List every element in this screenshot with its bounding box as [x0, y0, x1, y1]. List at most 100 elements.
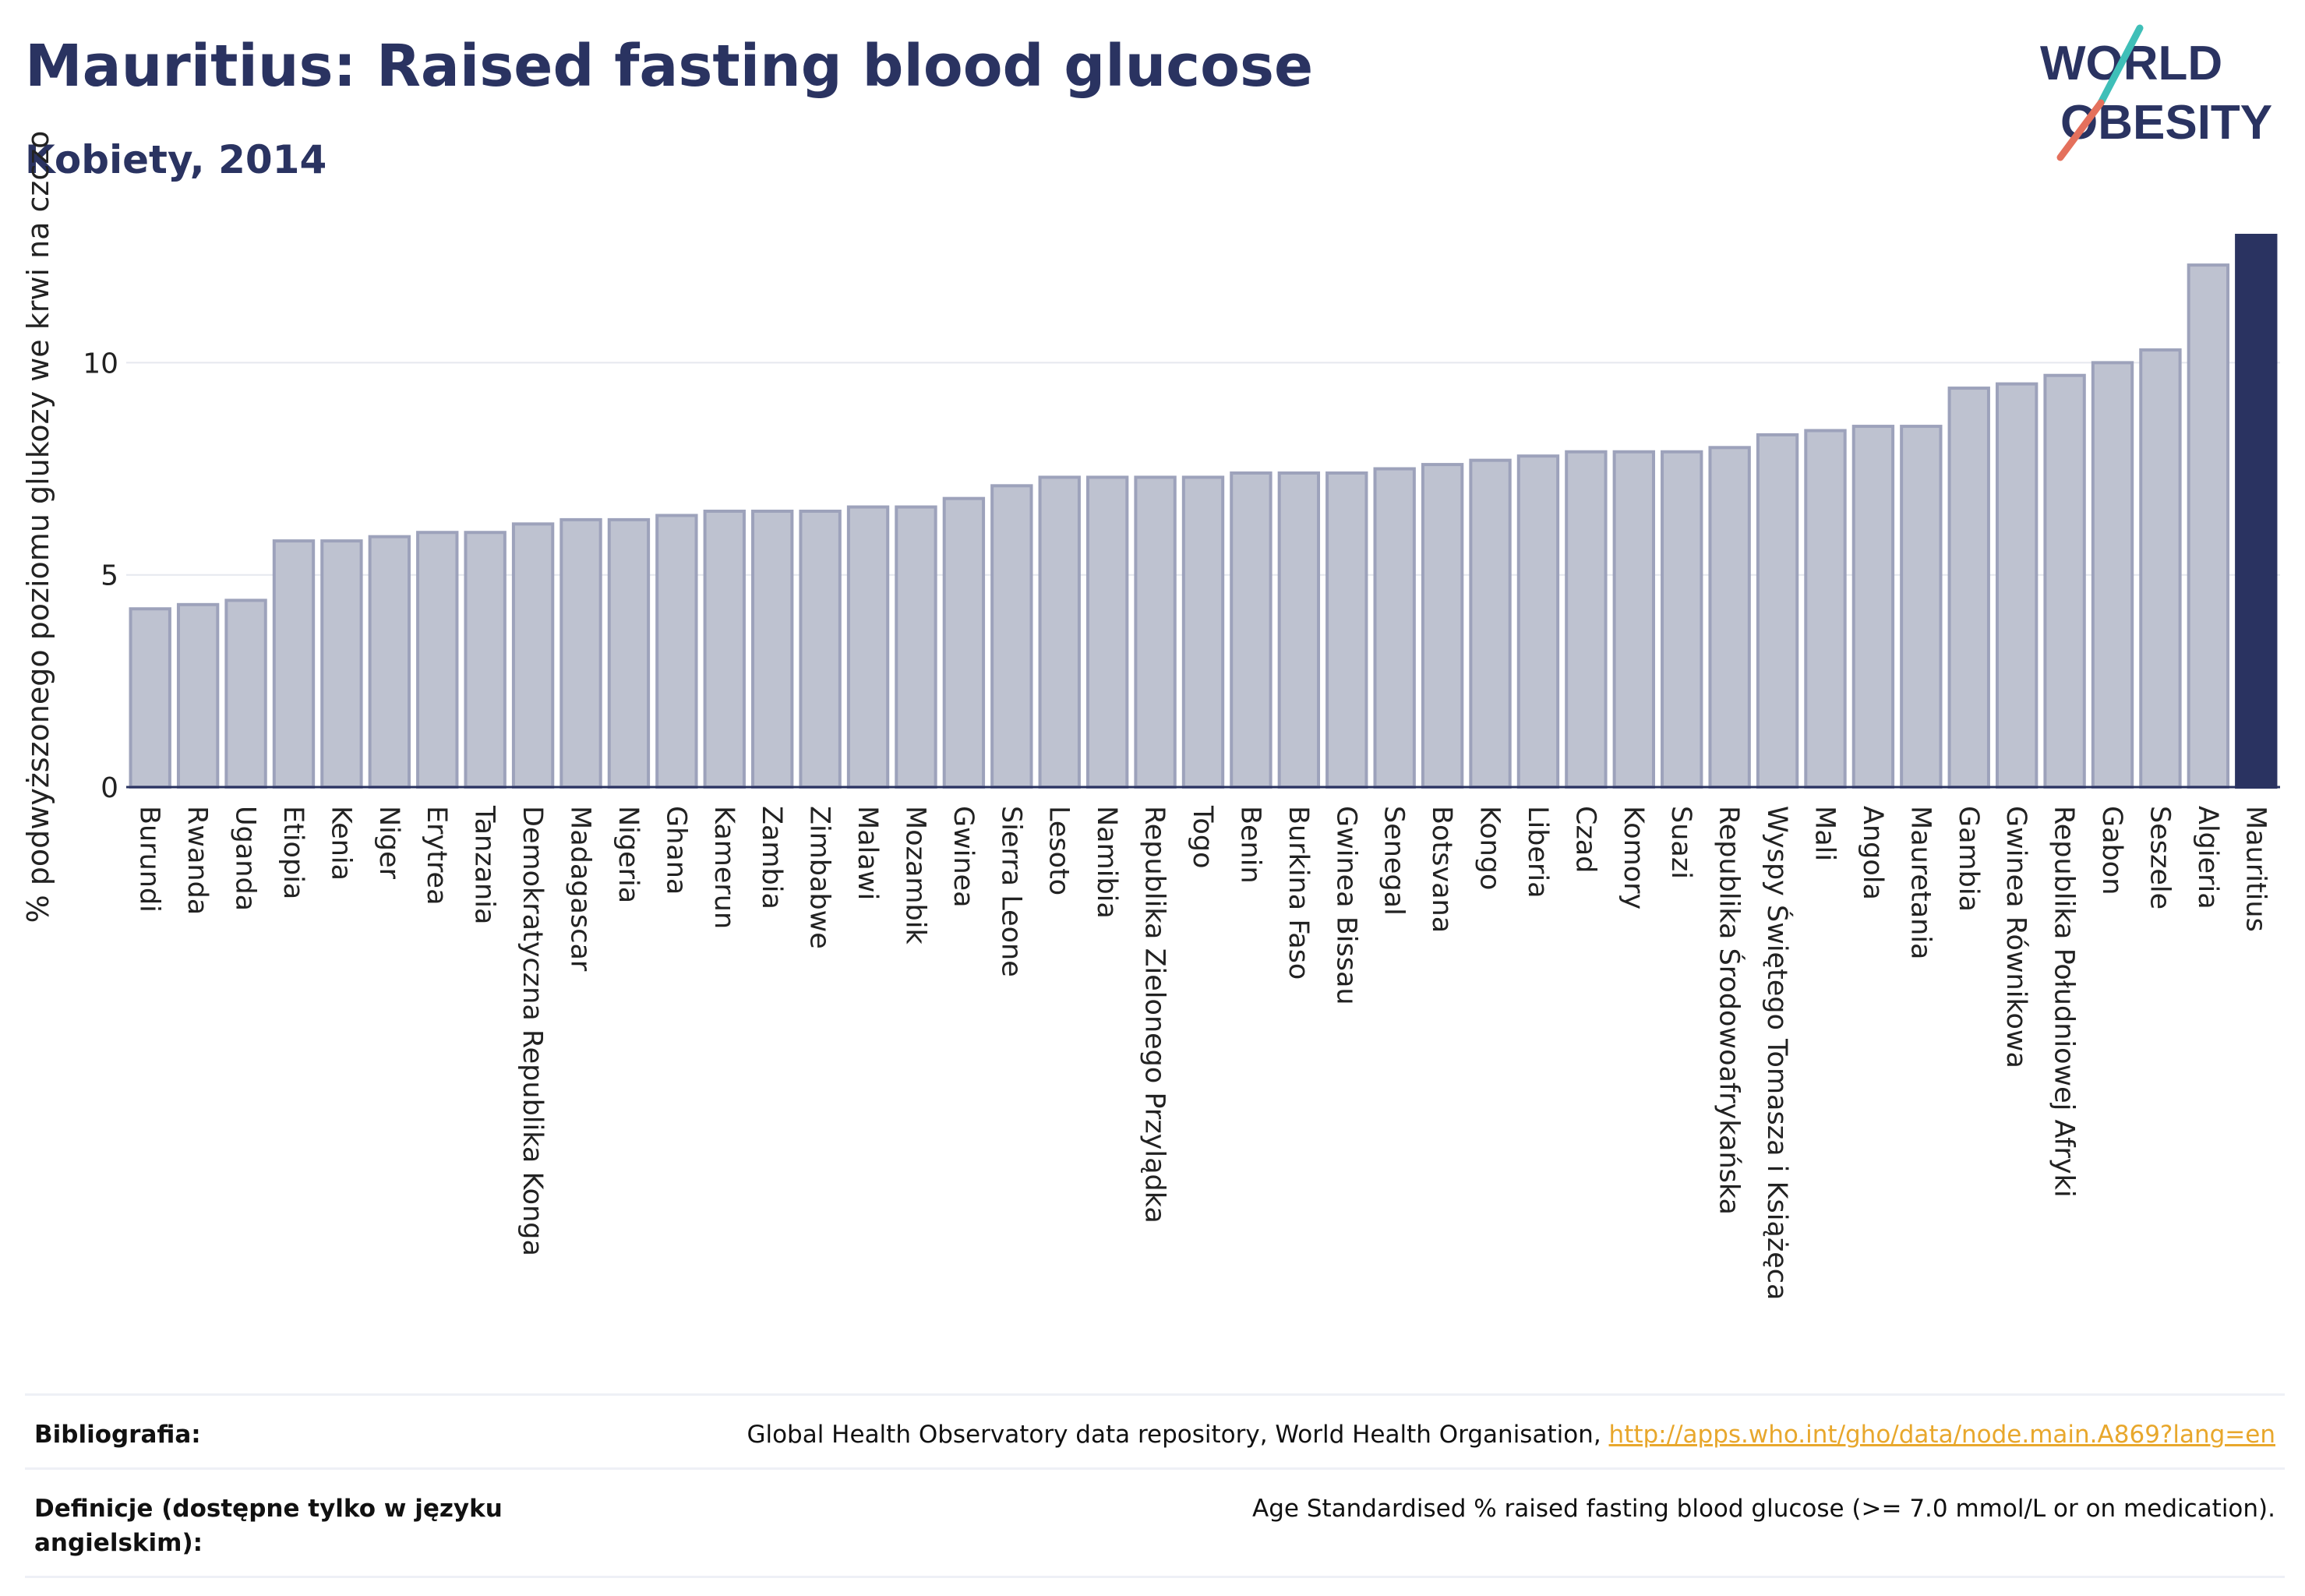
x-tick-label: Uganda	[230, 806, 261, 911]
bar	[2091, 361, 2134, 789]
x-tick-label: Mauritius	[2240, 806, 2271, 932]
bar	[1708, 446, 1751, 789]
bar	[368, 535, 411, 789]
x-tick-label: Wyspy Świętego Tomasza i Książęca	[1761, 806, 1794, 1300]
bar	[1661, 450, 1703, 789]
bar	[942, 496, 986, 789]
x-tick-label: Mauretania	[1904, 806, 1936, 960]
x-tick-label: Liberia	[1522, 806, 1553, 899]
bar	[2139, 348, 2182, 789]
x-tick-label: Togo	[1187, 805, 1218, 868]
x-tick-label: Mali	[1809, 806, 1840, 861]
bar	[1134, 475, 1177, 789]
bar	[799, 510, 842, 789]
x-tick-label: Komory	[1618, 806, 1649, 909]
bar	[176, 602, 220, 789]
y-tick-label: 0	[101, 772, 118, 804]
bibliography-value: Global Health Observatory data repositor…	[747, 1418, 2275, 1452]
x-tick-label: Etiopia	[277, 806, 309, 899]
bibliography-link[interactable]: http://apps.who.int/gho/data/node.main.A…	[1608, 1421, 2275, 1449]
x-tick-label: Gwinea Równikowa	[2000, 806, 2031, 1068]
bar	[464, 531, 507, 789]
bar	[655, 514, 698, 789]
bar	[2187, 263, 2230, 789]
bar	[1230, 471, 1273, 789]
chart-subtitle: Kobiety, 2014	[25, 137, 327, 182]
y-tick-label: 10	[83, 348, 118, 380]
bar	[129, 607, 171, 789]
x-tick-label: Demokratyczna Republika Konga	[517, 806, 548, 1256]
bibliography-row: Bibliografia: Global Health Observatory …	[25, 1393, 2285, 1467]
x-tick-label: Nigeria	[612, 806, 644, 903]
bar	[2043, 373, 2086, 789]
bar	[1277, 471, 1321, 789]
x-tick-label: Madagascar	[565, 806, 596, 972]
definitions-row: Definicje (dostępne tylko w języku angie…	[25, 1467, 2285, 1578]
x-tick-label: Zimbabwe	[804, 806, 835, 949]
bar	[1947, 387, 1990, 789]
bar	[1851, 425, 1895, 789]
bar	[1995, 382, 2038, 789]
bar	[320, 539, 363, 789]
x-tick-label: Angola	[1857, 806, 1888, 900]
x-tick-label: Lesoto	[1043, 806, 1075, 895]
chart-title: Mauritius: Raised fasting blood glucose	[25, 33, 1314, 100]
bar	[751, 510, 794, 789]
bar	[272, 539, 316, 789]
x-tick-label: Suazi	[1665, 806, 1696, 879]
bar-chart: 0 5 10 % podwyższonego poziomu glukozy we k…	[21, 131, 2280, 1300]
x-tick-label: Benin	[1234, 806, 1265, 884]
x-tick-label: Botsvana	[1426, 806, 1457, 933]
bar	[1373, 467, 1416, 789]
x-tick-label: Burundi	[134, 806, 165, 913]
bar	[1804, 429, 1847, 789]
x-tick-label: Gabon	[2096, 806, 2127, 895]
bar	[1900, 425, 1943, 789]
bibliography-text: Global Health Observatory data repositor…	[747, 1421, 1609, 1449]
bar	[703, 510, 746, 789]
x-tick-label: Seszele	[2144, 806, 2175, 909]
x-tick-label: Czad	[1569, 806, 1601, 873]
definitions-label: Definicje (dostępne tylko w języku angie…	[34, 1495, 503, 1557]
bar	[1421, 463, 1464, 789]
bar	[1756, 433, 1799, 789]
bar	[1565, 450, 1608, 789]
bar	[846, 505, 890, 789]
y-axis-title: % podwyższonego poziomu glukozy we krwi …	[21, 131, 55, 923]
bar	[559, 517, 602, 789]
x-tick-label: Algieria	[2192, 806, 2223, 909]
x-tick-label: Gambia	[1953, 806, 1984, 912]
x-tick-label: Kamerun	[708, 806, 740, 929]
bar	[1516, 454, 1560, 789]
x-tick-label: Malawi	[852, 806, 883, 900]
bar	[1085, 475, 1129, 789]
bar	[224, 598, 267, 789]
references-table: Bibliografia: Global Health Observatory …	[25, 1393, 2285, 1578]
world-obesity-logo: WORLD OBESITY	[2040, 24, 2272, 161]
x-tick-label: Gwinea Bissau	[1330, 806, 1361, 1005]
bar	[990, 484, 1033, 789]
x-tick-label: Sierra Leone	[995, 806, 1026, 977]
definitions-value: Age Standardised % raised fasting blood …	[1252, 1495, 2275, 1523]
bar	[511, 522, 555, 789]
x-tick-label: Kongo	[1474, 806, 1505, 890]
x-tick-label: Republika Zielonego Przylądka	[1139, 806, 1170, 1223]
x-tick-label: Republika Południowej Afryki	[2049, 806, 2080, 1198]
x-tick-label: Burkina Faso	[1283, 806, 1314, 980]
x-tick-label: Senegal	[1378, 806, 1410, 916]
x-tick-label: Tanzania	[469, 805, 500, 924]
bar	[1612, 450, 1655, 789]
x-tick-label: Namibia	[1091, 806, 1122, 919]
x-tick-label: Mozambik	[899, 806, 930, 945]
x-tick-label: Gwinea	[948, 806, 979, 908]
x-tick-label: Kenia	[325, 806, 356, 881]
bar	[895, 505, 937, 789]
bar	[1038, 475, 1081, 789]
bar	[1469, 458, 1512, 789]
bar	[2235, 234, 2278, 789]
bar	[607, 517, 651, 789]
x-tick-label: Republika Środowoafrykańska	[1714, 806, 1746, 1215]
y-tick-label: 5	[101, 560, 118, 592]
bar	[1325, 471, 1368, 789]
bar	[416, 531, 459, 789]
